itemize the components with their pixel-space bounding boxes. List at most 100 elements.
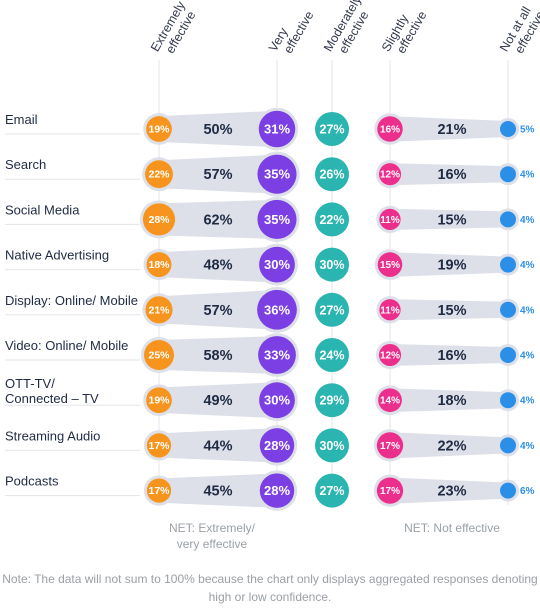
net-high-band — [159, 246, 277, 283]
very-effective-value: 36% — [264, 302, 290, 317]
net-high-value: 57% — [203, 167, 232, 183]
very-effective-bubble — [258, 110, 296, 148]
extremely-effective-value: 28% — [148, 214, 170, 226]
extremely-effective-bubble — [142, 203, 176, 236]
slightly-effective-value: 11% — [380, 215, 400, 226]
net-high-band — [159, 336, 277, 374]
slightly-effective-value: 14% — [380, 396, 400, 407]
net-high-band — [159, 199, 277, 239]
moderately-effective-bubble — [315, 292, 349, 327]
net-low-band — [390, 252, 508, 277]
moderately-effective-bubble — [315, 247, 349, 282]
net-low-value: 19% — [437, 258, 466, 274]
not-at-all-effective-value: 5% — [520, 125, 535, 136]
very-effective-value: 30% — [264, 393, 290, 408]
very-effective-value: 28% — [264, 438, 290, 453]
net-high-value: 44% — [203, 438, 232, 454]
net-low-value: 23% — [437, 484, 466, 500]
net-high-band — [159, 428, 277, 463]
net-high-value: 57% — [203, 303, 232, 319]
very-effective-bubble — [258, 336, 296, 374]
not-at-all-effective-value: 4% — [520, 441, 535, 452]
net-low-value: 15% — [437, 212, 466, 228]
net-low-value: 22% — [437, 438, 466, 454]
not-at-all-effective-value: 4% — [520, 305, 535, 316]
moderately-effective-bubble — [315, 473, 349, 508]
very-effective-value: 28% — [264, 483, 290, 498]
net-low-band — [390, 432, 508, 459]
net-low-value: 16% — [437, 167, 466, 183]
extremely-effective-bubble — [145, 296, 173, 324]
not-at-all-effective-bubble — [500, 301, 516, 318]
row-label: Streaming Audio — [5, 428, 100, 443]
net-high-band — [159, 473, 277, 508]
moderately-effective-value: 29% — [319, 394, 344, 408]
slightly-effective-value: 17% — [380, 486, 400, 497]
extremely-effective-bubble — [146, 478, 172, 503]
moderately-effective-bubble — [315, 202, 349, 237]
slightly-effective-value: 12% — [380, 170, 400, 181]
extremely-effective-value: 19% — [148, 124, 170, 136]
net-low-value: 16% — [437, 348, 466, 364]
extremely-effective-value: 17% — [148, 485, 170, 497]
very-effective-bubble — [257, 289, 297, 330]
moderately-effective-value: 22% — [319, 213, 344, 227]
row-label: Email — [5, 112, 38, 127]
not-at-all-effective-bubble — [500, 166, 516, 183]
very-effective-value: 35% — [264, 167, 290, 182]
net-high-value: 48% — [203, 258, 232, 274]
very-effective-value: 35% — [264, 212, 290, 227]
very-effective-value: 30% — [264, 257, 290, 272]
slightly-effective-value: 12% — [380, 351, 400, 362]
not-at-all-effective-bubble — [500, 121, 516, 137]
row-label: OTT-TV/ — [5, 376, 55, 391]
row-label: Video: Online/ Mobile — [5, 338, 128, 353]
moderately-effective-bubble — [315, 338, 349, 372]
net-low-band — [390, 208, 508, 231]
extremely-effective-value: 22% — [148, 169, 170, 181]
extremely-effective-bubble — [146, 116, 172, 142]
moderately-effective-bubble — [315, 428, 349, 463]
row-label: Connected – TV — [5, 391, 99, 406]
moderately-effective-value: 30% — [319, 439, 344, 453]
moderately-effective-value: 27% — [319, 303, 344, 317]
net-low-band — [390, 343, 508, 367]
slightly-effective-bubble — [379, 299, 401, 321]
not-at-all-effective-value: 4% — [520, 351, 535, 362]
extremely-effective-value: 21% — [148, 304, 170, 316]
not-at-all-effective-bubble — [500, 482, 516, 499]
slightly-effective-value: 16% — [380, 125, 400, 136]
moderately-effective-bubble — [315, 157, 349, 192]
slightly-effective-bubble — [378, 163, 402, 186]
row-label: Search — [5, 157, 46, 172]
net-high-band — [159, 289, 277, 330]
not-at-all-effective-value: 4% — [520, 215, 535, 226]
extremely-effective-bubble — [146, 433, 172, 458]
row-label: Display: Online/ Mobile — [5, 293, 138, 308]
slightly-effective-bubble — [376, 432, 404, 459]
extremely-effective-value: 17% — [148, 440, 170, 452]
very-effective-bubble — [259, 382, 295, 419]
not-at-all-effective-bubble — [500, 437, 516, 454]
very-effective-bubble — [257, 199, 297, 239]
very-effective-bubble — [257, 154, 297, 194]
not-at-all-effective-bubble — [500, 392, 516, 409]
chart-footnote: Note: The data will not sum to 100% beca… — [2, 572, 538, 604]
not-at-all-effective-bubble — [500, 211, 516, 228]
extremely-effective-value: 25% — [148, 350, 170, 362]
not-at-all-effective-bubble — [500, 347, 516, 363]
net-high-value: 50% — [203, 122, 232, 138]
moderately-effective-value: 30% — [319, 258, 344, 272]
net-high-value: 62% — [203, 212, 232, 228]
net-high-band — [159, 110, 277, 148]
slightly-effective-value: 15% — [380, 260, 400, 271]
not-at-all-effective-value: 4% — [520, 260, 535, 271]
net-low-band — [390, 299, 508, 321]
very-effective-bubble — [259, 428, 295, 463]
slightly-effective-bubble — [378, 388, 402, 413]
